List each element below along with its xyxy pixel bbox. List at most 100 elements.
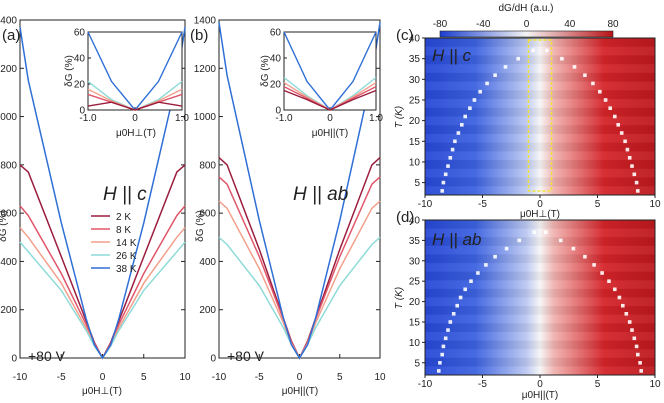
y-tick-label: 10 xyxy=(409,157,421,168)
x-tick-label: 10 xyxy=(649,379,661,390)
inset-series-line-2k xyxy=(87,101,183,111)
panel-d-xlabel: μ0H||(T) xyxy=(522,390,559,401)
panel-b-inset-ylabel: δG (%) xyxy=(260,55,271,87)
heatmap-band xyxy=(425,160,655,169)
heatmap-band xyxy=(425,99,655,108)
inset-x-tick-label: 1.0 xyxy=(175,113,189,124)
critical-field-marker xyxy=(437,369,441,373)
panel-a-series xyxy=(19,27,186,360)
heatmap-band xyxy=(425,151,655,161)
x-tick-label: -10 xyxy=(212,372,227,383)
x-tick-label: 5 xyxy=(141,372,147,383)
panel-a-inset-axes xyxy=(87,31,183,111)
y-tick-label: 15 xyxy=(409,137,421,148)
critical-field-marker xyxy=(572,65,577,69)
critical-field-marker xyxy=(571,246,576,251)
critical-field-marker xyxy=(627,156,632,160)
panel-d-annotation: H || ab xyxy=(432,230,481,249)
y-tick-label: 800 xyxy=(0,160,17,171)
x-tick-label: 5 xyxy=(337,372,343,383)
panel-c-markers xyxy=(440,48,640,193)
series-line-38k xyxy=(19,27,186,360)
critical-field-marker xyxy=(634,344,639,349)
heatmap-band xyxy=(425,38,655,47)
heatmap-band xyxy=(425,245,655,255)
y-tick-label: 20 xyxy=(409,116,421,127)
critical-field-marker xyxy=(463,114,467,119)
critical-field-marker xyxy=(441,180,446,185)
critical-field-marker xyxy=(625,147,630,152)
panel-c-xticks: -10 -5 0 5 10 xyxy=(418,195,661,210)
critical-field-marker xyxy=(446,328,450,332)
heatmap-band xyxy=(425,306,655,315)
x-tick-label: 5 xyxy=(595,379,601,390)
inset-x-tick-label: 0 xyxy=(132,113,138,124)
critical-field-marker xyxy=(455,303,459,308)
heatmap-band xyxy=(425,107,655,117)
x-tick-label: -5 xyxy=(478,199,487,210)
heatmap-band xyxy=(425,64,655,73)
colorbar-tick-label: -40 xyxy=(476,19,491,30)
critical-field-marker xyxy=(476,271,480,275)
panel-d: (d) 5 10 15 20 25 30 35 40 -10 -5 0 5 10 T (K) μ0H|… xyxy=(394,209,661,401)
critical-field-marker xyxy=(532,230,537,234)
critical-field-marker xyxy=(617,295,622,300)
heatmap-band xyxy=(425,340,655,350)
x-tick-label: 0 xyxy=(537,199,543,210)
y-tick-label: 40 xyxy=(409,34,421,45)
critical-field-marker xyxy=(624,312,629,316)
heatmap-band xyxy=(425,72,655,82)
inset-y-tick-label: 40 xyxy=(270,54,282,65)
x-tick-label: -10 xyxy=(418,379,433,390)
heatmap-band xyxy=(425,90,655,100)
critical-field-marker xyxy=(504,246,509,251)
critical-field-marker xyxy=(630,328,634,332)
panel-a-inset-xlabel: μ0H⊥(T) xyxy=(116,128,156,139)
critical-field-marker xyxy=(621,303,625,308)
critical-field-marker xyxy=(607,279,611,283)
critical-field-marker xyxy=(469,279,473,283)
panel-a-legend: 2 K 8 K 14 K 26 K 38 K xyxy=(91,212,137,275)
critical-field-marker xyxy=(592,263,596,267)
y-tick-label: 40 xyxy=(409,216,421,227)
panel-a-label: (a) xyxy=(2,27,20,44)
y-tick-label: 25 xyxy=(409,277,421,288)
heatmap-band xyxy=(425,220,655,229)
colorbar-label: dG/dH (a.u.) xyxy=(498,3,553,14)
y-tick-label: 20 xyxy=(409,297,421,308)
y-tick-label: 1000 xyxy=(0,112,17,123)
heatmap-band xyxy=(425,142,655,152)
inset-x-tick-label: -1.0 xyxy=(79,113,97,124)
colorbar: dG/dH (a.u.) -80 -40 0 40 80 xyxy=(433,3,619,38)
y-tick-label: 1200 xyxy=(194,64,217,75)
y-tick-label: 200 xyxy=(0,305,17,316)
panel-d-yticks: 5 10 15 20 25 30 35 40 xyxy=(409,216,425,369)
critical-field-marker xyxy=(613,114,617,119)
x-tick-label: 10 xyxy=(649,199,661,210)
critical-field-marker xyxy=(544,230,548,234)
y-tick-label: 1200 xyxy=(0,64,17,75)
x-tick-label: -5 xyxy=(57,372,66,383)
panel-b-inset-series xyxy=(283,31,377,112)
heatmap-band xyxy=(425,271,655,281)
y-tick-label: 0 xyxy=(210,354,216,365)
critical-field-marker xyxy=(493,254,497,259)
panel-c-annotation: H || c xyxy=(432,46,472,65)
panel-c-heatmap xyxy=(425,38,655,195)
x-tick-label: 10 xyxy=(374,372,386,383)
panel-d-stripes xyxy=(425,220,655,375)
critical-field-marker xyxy=(441,344,446,349)
critical-field-marker xyxy=(458,295,463,300)
critical-field-marker xyxy=(639,369,643,373)
critical-field-marker xyxy=(636,352,640,357)
inset-x-tick-label: 1.0 xyxy=(369,113,383,124)
y-tick-label: 35 xyxy=(409,54,421,65)
critical-field-marker xyxy=(451,312,456,316)
y-tick-label: 600 xyxy=(199,209,216,220)
panel-c: (c) 5 10 15 20 25 30 35 40 -10 -5 0 5 10 T (K) μ0H⊥… xyxy=(394,27,661,220)
critical-field-marker xyxy=(583,73,587,77)
